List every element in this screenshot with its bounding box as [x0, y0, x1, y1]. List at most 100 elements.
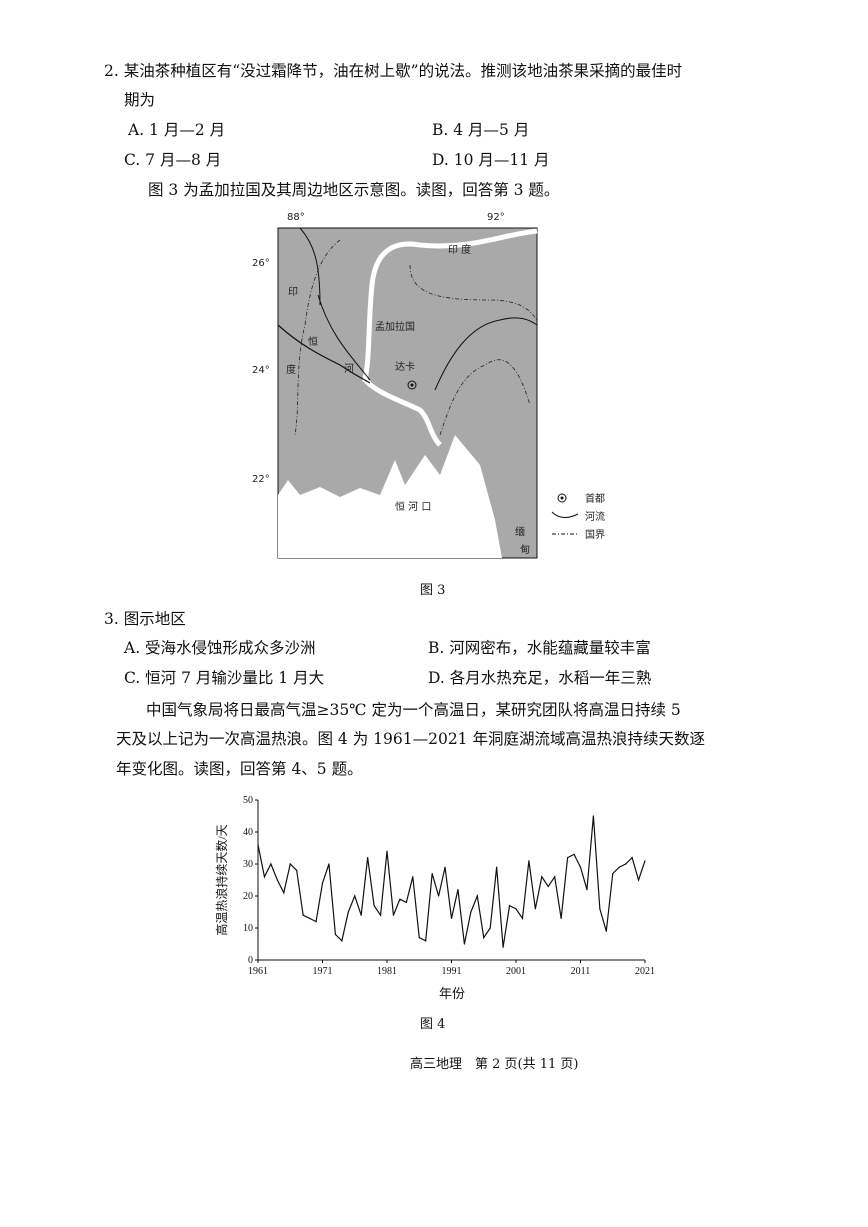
data-point — [334, 933, 336, 935]
legend-river-icon — [551, 511, 579, 518]
data-point — [444, 866, 446, 868]
lon-label-92: 92° — [487, 212, 505, 223]
x-tick-label: 2011 — [571, 966, 591, 977]
data-point — [347, 911, 349, 913]
map-sea — [278, 435, 502, 558]
data-point — [502, 946, 504, 948]
lon-label-88: 88° — [287, 212, 305, 223]
data-point — [354, 895, 356, 897]
data-point — [463, 943, 465, 945]
data-point — [257, 844, 259, 846]
data-point — [315, 921, 317, 923]
heatwave-line-chart: 1961 1971 1981 1991 2001 2011 202101020304050 … — [214, 795, 655, 1001]
data-point — [618, 866, 620, 868]
label-ganges-mouth: 恒 河 口 — [395, 500, 431, 513]
data-point — [579, 866, 582, 868]
data-point — [631, 857, 633, 859]
data-point — [644, 860, 646, 862]
data-point — [605, 930, 607, 932]
bangladesh-map: 88° 92° 26° 24° 22° 印 度 印 度 恒 河 孟加拉国 达卡 … — [252, 212, 605, 559]
data-point — [457, 889, 459, 891]
data-point — [450, 917, 453, 919]
map-river-ganges — [277, 324, 371, 384]
data-point — [483, 937, 485, 939]
label-myanmar-2: 甸 — [520, 543, 530, 556]
passage-line1: 中国气象局将日最高气温≥35℃ 定为一个高温日，某研究团队将高温日持续 5 — [146, 701, 681, 719]
passage-line3: 年变化图。读图，回答第 4、5 题。 — [116, 760, 363, 778]
x-tick-label: 1971 — [313, 966, 333, 977]
x-tick-label: 1961 — [248, 966, 268, 977]
data-point — [496, 866, 498, 868]
lat-label-26: 26° — [252, 258, 270, 269]
data-point — [567, 857, 569, 859]
label-india-left-1: 印 — [288, 286, 298, 298]
map-rivers-minor — [299, 227, 538, 391]
q2-option-b: B. 4 月—5 月 — [432, 121, 530, 139]
data-point — [534, 908, 536, 910]
page-footer: 高三地理 第 2 页(共 11 页) — [410, 1057, 579, 1072]
data-point — [405, 901, 407, 903]
y-tick-label: 30 — [243, 859, 253, 870]
q2-option-a: A. 1 月—2 月 — [128, 121, 226, 139]
y-tick-label: 0 — [248, 955, 253, 966]
data-point — [386, 850, 388, 852]
label-india-left-2: 度 — [286, 363, 296, 376]
data-point — [470, 911, 472, 913]
lat-label-22: 22° — [252, 474, 270, 485]
map-borders — [294, 239, 538, 436]
data-point — [438, 895, 440, 897]
x-tick-label: 1991 — [442, 966, 462, 977]
fig3-intro: 图 3 为孟加拉国及其周边地区示意图。读图，回答第 3 题。 — [148, 181, 560, 199]
data-point — [612, 873, 614, 875]
data-point — [412, 876, 414, 878]
data-point — [515, 908, 517, 910]
q2-stem-line1: 2. 某油茶种植区有“没过霜降节，油在树上歇”的说法。推测该地油茶果采摘的最佳时 — [104, 62, 683, 80]
y-axis-label: 高温热浪持续天数/天 — [214, 824, 229, 935]
q3-option-a: A. 受海水侵蚀形成众多沙洲 — [124, 639, 316, 657]
data-point — [425, 940, 427, 942]
data-point — [592, 815, 594, 817]
y-tick-label: 20 — [243, 891, 253, 902]
map-river-main — [362, 228, 538, 447]
q2-option-c: C. 7 月—8 月 — [124, 151, 222, 169]
legend-capital: 首都 — [585, 492, 605, 505]
data-point — [309, 917, 311, 919]
data-point — [341, 940, 343, 942]
data-point — [554, 876, 556, 878]
label-india-top: 印 度 — [448, 243, 471, 256]
data-point — [296, 869, 298, 871]
legend-river: 河流 — [585, 510, 605, 523]
data-point — [328, 863, 330, 865]
q3-option-c: C. 恒河 7 月输沙量比 1 月大 — [124, 669, 325, 687]
data-point — [418, 937, 420, 939]
data-point — [379, 914, 382, 916]
q3-option-b: B. 河网密布，水能蕴藏量较丰富 — [428, 639, 651, 657]
label-bangladesh: 孟加拉国 — [375, 320, 415, 333]
label-ganges-2: 河 — [344, 363, 354, 375]
y-tick-label: 40 — [243, 827, 253, 838]
lat-label-24: 24° — [252, 365, 270, 376]
label-ganges-1: 恒 — [308, 335, 318, 348]
data-point — [321, 882, 324, 884]
data-point — [573, 853, 575, 855]
heatwave-days-line — [257, 815, 646, 948]
data-point — [263, 876, 266, 878]
data-point — [625, 863, 627, 865]
legend-border: 国界 — [585, 529, 605, 541]
data-point — [283, 892, 285, 894]
label-myanmar-1: 缅 — [515, 525, 525, 538]
data-point — [586, 889, 588, 891]
label-dhaka: 达卡 — [395, 360, 415, 373]
data-point — [270, 863, 272, 865]
y-tick-label: 10 — [243, 923, 253, 934]
data-point — [289, 863, 291, 865]
q3-stem: 3. 图示地区 — [104, 610, 186, 628]
data-point — [367, 857, 369, 859]
data-point — [547, 885, 549, 887]
data-point — [508, 905, 511, 907]
data-point — [302, 914, 304, 916]
data-point — [399, 898, 401, 900]
data-point — [637, 879, 640, 881]
fig4-caption: 图 4 — [420, 1017, 446, 1032]
data-point — [392, 914, 395, 916]
